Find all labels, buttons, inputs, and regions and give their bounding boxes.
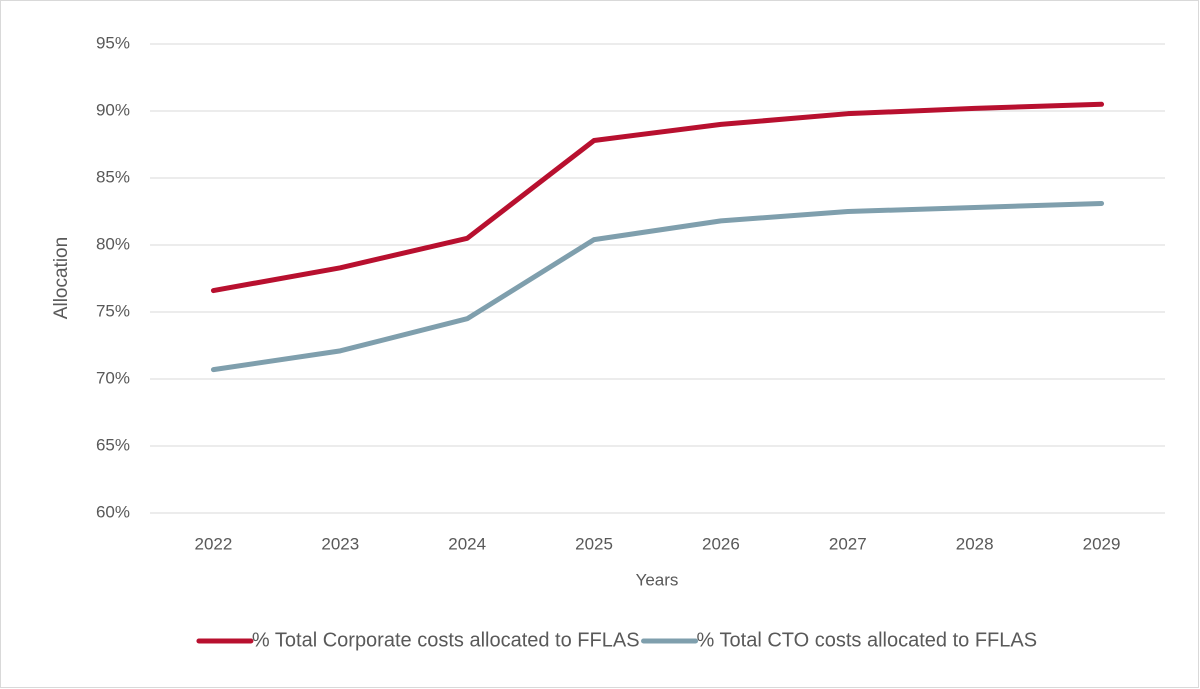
y-axis-label: Allocation	[51, 237, 72, 319]
legend-label: % Total Corporate costs allocated to FFL…	[252, 629, 640, 651]
series-line	[210, 101, 1105, 294]
x-tick-label: 2022	[195, 534, 233, 553]
y-tick-label: 65%	[96, 435, 130, 454]
x-tick-label: 2028	[956, 534, 994, 553]
legend: % Total Corporate costs allocated to FFL…	[196, 629, 1038, 651]
y-tick-label: 80%	[96, 234, 130, 253]
x-tick-label: 2023	[321, 534, 359, 553]
y-tick-label: 90%	[96, 100, 130, 119]
y-tick-label: 60%	[96, 502, 130, 521]
x-axis-label: Years	[636, 570, 679, 589]
y-tick-label: 85%	[96, 167, 130, 186]
x-tick-label: 2026	[702, 534, 740, 553]
x-tick-label: 2024	[448, 534, 486, 553]
y-tick-label: 95%	[96, 33, 130, 52]
legend-label: % Total CTO costs allocated to FFLAS	[697, 629, 1038, 651]
x-tick-label: 2027	[829, 534, 867, 553]
y-tick-label: 75%	[96, 301, 130, 320]
series-line	[210, 200, 1105, 373]
x-tick-label: 2029	[1083, 534, 1121, 553]
y-tick-label: 70%	[96, 368, 130, 387]
x-tick-label: 2025	[575, 534, 613, 553]
